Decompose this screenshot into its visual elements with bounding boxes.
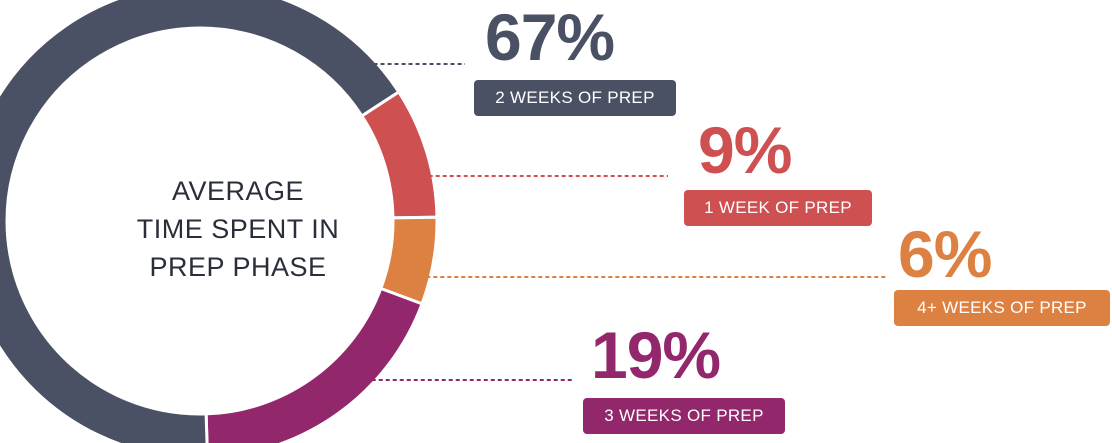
donut-slices [0,0,439,443]
percent-label-4-plus-weeks: 6% [898,217,992,291]
leader-lines [371,63,888,381]
percent-label-2-weeks: 67% [485,0,615,74]
chart-center-title: AVERAGE TIME SPENT IN PREP PHASE [88,172,388,286]
center-title-line-3: PREP PHASE [149,252,327,282]
category-label-4-plus-weeks: 4+ WEEKS OF PREP [894,290,1110,326]
percent-label-3-weeks: 19% [591,318,721,392]
percent-label-1-week: 9% [698,113,792,187]
category-label-3-weeks: 3 WEEKS OF PREP [583,398,785,434]
center-title-line-2: TIME SPENT IN [136,214,340,244]
slice-3-weeks [204,286,424,443]
center-title-line-1: AVERAGE [171,176,305,206]
category-label-2-weeks: 2 WEEKS OF PREP [474,80,676,116]
slice-2-weeks [0,0,401,443]
category-label-1-week: 1 WEEK OF PREP [684,190,872,226]
